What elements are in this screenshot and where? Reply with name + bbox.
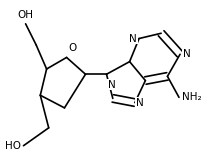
Text: N: N bbox=[108, 80, 115, 90]
Text: N: N bbox=[129, 34, 137, 44]
Text: HO: HO bbox=[5, 141, 21, 151]
Text: O: O bbox=[69, 43, 77, 53]
Text: NH₂: NH₂ bbox=[182, 92, 202, 102]
Text: OH: OH bbox=[18, 10, 34, 20]
Text: N: N bbox=[136, 98, 144, 108]
Text: N: N bbox=[183, 49, 191, 59]
